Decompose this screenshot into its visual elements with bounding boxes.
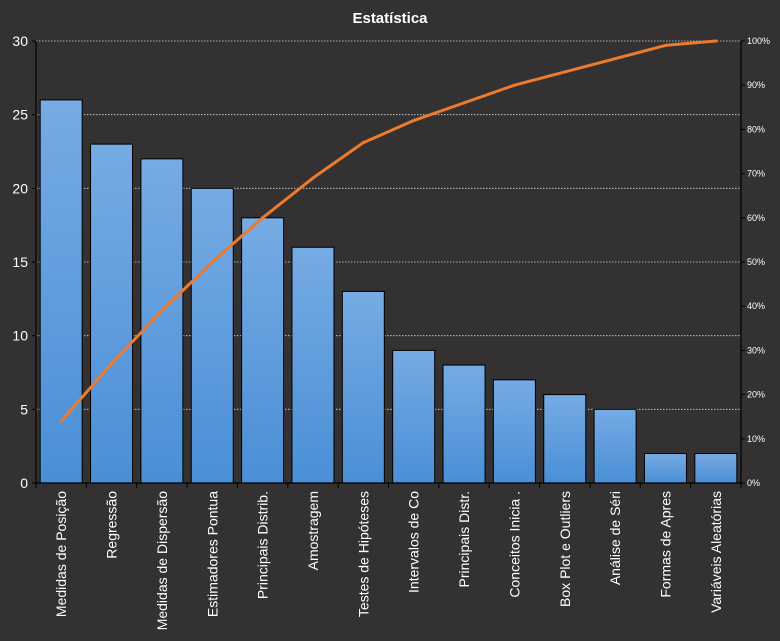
category-label: Intervalos de Co: [406, 491, 422, 593]
category-label: Variáveis Aleatórias: [708, 491, 724, 613]
category-label: Análise de Séri: [607, 491, 623, 585]
chart-title: Estatística: [352, 10, 428, 27]
line-point: [412, 119, 416, 123]
bar: [442, 364, 486, 484]
category-label: Medidas de Dispersão: [154, 491, 170, 631]
bar: [643, 453, 687, 484]
bar: [543, 394, 587, 484]
left-tick-label: 25: [12, 107, 28, 123]
line-point: [311, 176, 315, 180]
right-tick-label: 20%: [747, 390, 765, 400]
category-label: Regressão: [104, 491, 120, 559]
right-tick-label: 40%: [747, 301, 765, 311]
category-labels: Medidas de Posição Regressão Medidas de Di…: [53, 491, 724, 631]
line-point: [462, 101, 466, 105]
cumulative-line-series: [59, 39, 718, 423]
right-tick-label: 0%: [747, 478, 760, 488]
category-label: Estimadores Pontua: [204, 491, 220, 617]
bar: [694, 453, 738, 484]
line-point: [59, 419, 63, 423]
category-label: Principais Distrib.: [255, 491, 271, 599]
bar: [492, 379, 536, 484]
bar: [341, 290, 385, 484]
left-tick-label: 5: [20, 401, 28, 417]
right-tick-label: 30%: [747, 345, 765, 355]
bar: [39, 99, 83, 484]
line-point: [361, 141, 365, 145]
right-tick-label: 80%: [747, 124, 765, 134]
line-point: [160, 309, 164, 313]
line-point: [261, 216, 265, 220]
bar-series: [39, 99, 738, 484]
category-label: Medidas de Posição: [53, 491, 69, 617]
category-label: Formas de Apres: [657, 491, 673, 598]
axes: [32, 40, 745, 488]
right-axis-ticks: 0% 10% 20% 30% 40% 50% 60% 70% 80% 90% 100%: [747, 36, 770, 488]
line-point: [613, 57, 617, 61]
category-label: Box Plot e Outliers: [557, 491, 573, 607]
left-tick-label: 15: [12, 254, 28, 270]
left-tick-label: 20: [12, 180, 28, 196]
right-tick-label: 60%: [747, 213, 765, 223]
line-point: [563, 70, 567, 74]
category-label: Principais Distr.: [456, 491, 472, 587]
line-point: [210, 260, 214, 264]
line-point: [110, 362, 114, 366]
bar: [593, 408, 637, 484]
right-tick-label: 90%: [747, 80, 765, 90]
left-tick-label: 10: [12, 328, 28, 344]
bar: [392, 349, 436, 484]
bar: [291, 246, 335, 484]
bar: [190, 187, 234, 484]
category-label: Conceitos Inicia .: [506, 491, 522, 598]
right-tick-label: 100%: [747, 36, 770, 46]
line-point: [512, 83, 516, 87]
category-label: Testes de Hipóteses: [355, 491, 371, 617]
line-point: [663, 43, 667, 47]
right-tick-label: 70%: [747, 169, 765, 179]
line-point: [714, 39, 718, 43]
right-tick-label: 10%: [747, 434, 765, 444]
left-tick-label: 0: [20, 475, 28, 491]
left-axis-ticks: 0 5 10 15 20 25 30: [12, 33, 28, 491]
left-tick-label: 30: [12, 33, 28, 49]
bar: [140, 158, 184, 484]
bar: [241, 217, 285, 484]
bar: [90, 143, 134, 484]
cumulative-line: [59, 39, 718, 423]
category-label: Amostragem: [305, 491, 321, 570]
right-tick-label: 50%: [747, 257, 765, 267]
